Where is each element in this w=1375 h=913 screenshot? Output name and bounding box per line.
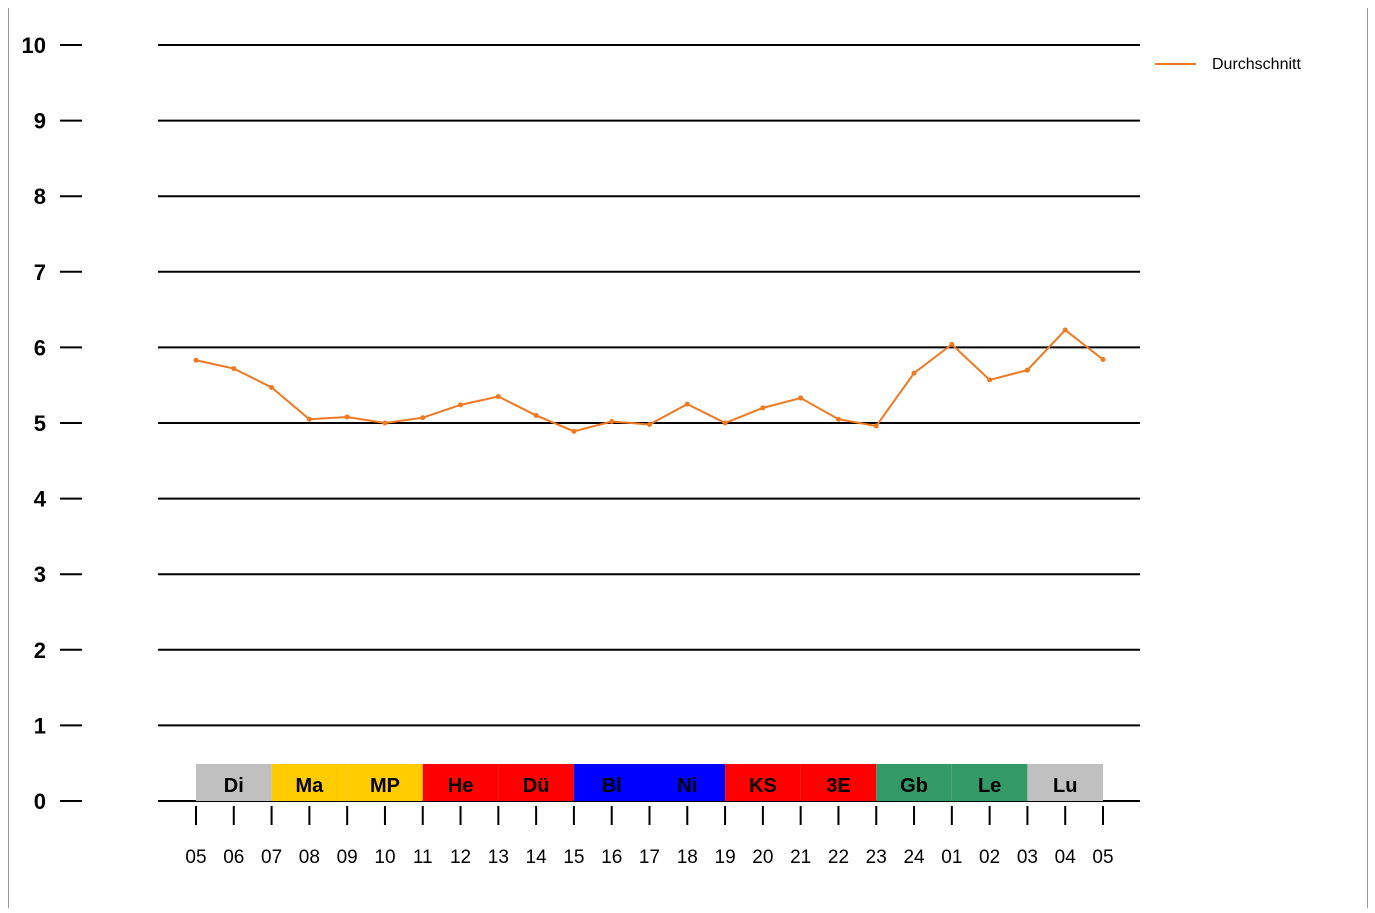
band-label-1: Ma bbox=[295, 775, 324, 797]
series-line-0 bbox=[195, 328, 1104, 433]
band-label-3: He bbox=[448, 775, 474, 797]
data-point-21 bbox=[987, 377, 993, 383]
meridian-bands: Di Ma MP He Dü Bl Ni KS 3E Gb Le Lu bbox=[196, 764, 1103, 801]
y-tick-label-2: 2 bbox=[34, 638, 46, 663]
data-point-1 bbox=[231, 366, 237, 372]
band-label-9: Gb bbox=[900, 775, 928, 797]
band-7 bbox=[725, 764, 801, 801]
data-point-19 bbox=[911, 370, 917, 376]
band-label-2: MP bbox=[370, 775, 400, 797]
band-0 bbox=[196, 764, 272, 801]
x-tick-label-15: 20 bbox=[752, 847, 773, 868]
data-point-10 bbox=[571, 428, 577, 434]
data-point-14 bbox=[722, 420, 728, 426]
x-tick-label-9: 14 bbox=[526, 847, 548, 868]
band-2 bbox=[347, 764, 423, 801]
data-point-0 bbox=[193, 357, 199, 363]
data-point-3 bbox=[306, 416, 312, 422]
legend: Durchschnitt bbox=[1155, 56, 1301, 73]
y-tick-label-8: 8 bbox=[34, 184, 46, 209]
y-axis: 0 1 2 3 4 5 6 7 8 9 10 bbox=[22, 33, 82, 814]
y-tick-label-0: 0 bbox=[34, 789, 46, 814]
band-label-11: Lu bbox=[1053, 775, 1077, 797]
x-tick-label-6: 11 bbox=[413, 847, 433, 868]
data-point-7 bbox=[458, 402, 464, 408]
band-label-10: Le bbox=[978, 775, 1001, 797]
band-3 bbox=[422, 764, 499, 801]
x-tick-label-7: 12 bbox=[450, 847, 471, 868]
x-tick-label-1: 06 bbox=[223, 847, 244, 868]
x-tick-label-11: 16 bbox=[601, 847, 622, 868]
x-tick-label-18: 23 bbox=[866, 847, 887, 868]
data-point-24 bbox=[1100, 356, 1106, 362]
data-point-6 bbox=[420, 415, 426, 421]
band-4 bbox=[498, 764, 574, 801]
legend-label-durchschnitt: Durchschnitt bbox=[1212, 56, 1301, 73]
data-point-22 bbox=[1024, 367, 1030, 373]
data-point-12 bbox=[647, 422, 652, 428]
band-label-5: Bl bbox=[602, 775, 622, 797]
band-6 bbox=[649, 764, 726, 801]
band-label-6: Ni bbox=[677, 775, 697, 797]
y-tick-label-9: 9 bbox=[34, 109, 46, 134]
band-11 bbox=[1027, 764, 1103, 801]
x-tick-label-22: 03 bbox=[1017, 847, 1038, 868]
x-tick-label-14: 19 bbox=[715, 847, 736, 868]
band-9 bbox=[876, 764, 952, 801]
band-label-7: KS bbox=[749, 775, 777, 797]
data-point-8 bbox=[495, 394, 501, 400]
y-tick-label-6: 6 bbox=[34, 335, 46, 360]
x-tick-label-24: 05 bbox=[1092, 847, 1113, 868]
y-tick-label-1: 1 bbox=[34, 713, 46, 738]
x-tick-label-20: 01 bbox=[941, 847, 962, 868]
data-point-4 bbox=[344, 414, 350, 420]
band-label-8: 3E bbox=[826, 775, 850, 797]
band-label-4: Dü bbox=[523, 775, 550, 797]
data-point-15 bbox=[760, 405, 766, 411]
band-8 bbox=[800, 764, 877, 801]
x-tick-label-17: 22 bbox=[828, 847, 849, 868]
chart-frame bbox=[8, 8, 1368, 908]
x-tick-label-19: 24 bbox=[903, 847, 925, 868]
data-point-13 bbox=[684, 401, 690, 407]
data-point-23 bbox=[1062, 327, 1068, 333]
band-5 bbox=[573, 764, 650, 801]
x-axis: 05 06 07 08 09 10 11 12 13 14 15 16 17 18 19 20 21 22 23 24… bbox=[185, 806, 1114, 868]
data-point-18 bbox=[873, 423, 879, 429]
data-point-20 bbox=[949, 341, 955, 347]
x-tick-label-0: 05 bbox=[185, 847, 206, 868]
data-point-17 bbox=[835, 416, 841, 422]
band-1 bbox=[271, 764, 348, 801]
data-point-9 bbox=[533, 412, 539, 418]
x-tick-label-8: 13 bbox=[488, 847, 509, 868]
x-tick-label-4: 09 bbox=[337, 847, 358, 868]
y-tick-label-3: 3 bbox=[34, 562, 46, 587]
x-tick-label-12: 17 bbox=[639, 847, 660, 868]
x-tick-label-3: 08 bbox=[299, 847, 320, 868]
data-point-16 bbox=[798, 395, 804, 401]
y-tick-label-4: 4 bbox=[34, 487, 47, 512]
series-lines bbox=[193, 327, 1106, 434]
data-point-2 bbox=[269, 384, 275, 390]
y-tick-label-5: 5 bbox=[34, 411, 46, 436]
x-tick-label-2: 07 bbox=[261, 847, 282, 868]
x-tick-label-5: 10 bbox=[374, 847, 395, 868]
data-point-11 bbox=[609, 418, 615, 424]
x-tick-label-10: 15 bbox=[563, 847, 584, 868]
y-tick-label-7: 7 bbox=[34, 260, 46, 285]
y-tick-label-10: 10 bbox=[22, 33, 46, 58]
band-10 bbox=[951, 764, 1028, 801]
x-tick-label-23: 04 bbox=[1055, 847, 1077, 868]
x-tick-label-13: 18 bbox=[677, 847, 698, 868]
x-tick-label-16: 21 bbox=[790, 847, 811, 868]
data-point-5 bbox=[382, 420, 388, 426]
x-tick-label-21: 02 bbox=[979, 847, 1000, 868]
band-label-0: Di bbox=[224, 775, 244, 797]
